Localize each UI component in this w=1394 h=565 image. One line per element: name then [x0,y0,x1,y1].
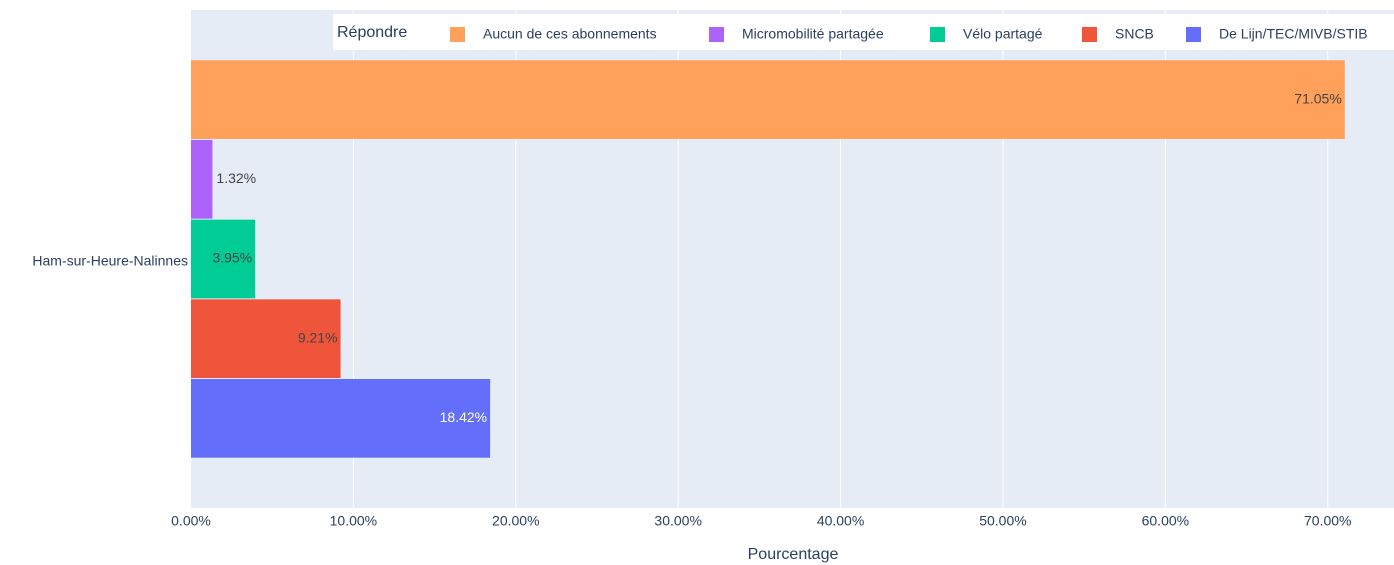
value-label: 71.05% [1294,90,1341,106]
legend-swatch [709,27,724,42]
x-tick-label: 50.00% [979,513,1026,529]
bar [191,60,1345,139]
bar [191,139,213,219]
x-tick-label: 40.00% [817,513,864,529]
y-tick-label: Ham-sur-Heure-Nalinnes [32,253,188,269]
legend: Répondre Aucun de ces abonnements Micromob… [333,14,1394,50]
x-tick-label: 30.00% [654,513,701,529]
x-tick-label: 70.00% [1304,513,1351,529]
value-label: 3.95% [212,250,252,266]
legend-swatch [450,27,465,42]
legend-swatch [930,27,945,42]
legend-swatch [1082,27,1097,42]
legend-label: SNCB [1115,26,1154,42]
bar [191,379,491,458]
value-label: 9.21% [298,329,338,345]
value-label: 18.42% [440,409,487,425]
legend-label: De Lijn/TEC/MIVB/STIB [1219,26,1368,42]
x-tick-label: 10.00% [330,513,377,529]
x-tick-label: 0.00% [171,513,211,529]
legend-label: Vélo partagé [963,26,1043,42]
legend-swatch [1186,27,1201,42]
x-tick-label: 20.00% [492,513,539,529]
legend-bg [333,14,1394,50]
x-axis-title: Pourcentage [748,546,839,563]
bar [191,219,256,299]
bar [191,299,341,379]
legend-label: Micromobilité partagée [742,26,884,42]
x-tick-label: 60.00% [1142,513,1189,529]
legend-title: Répondre [337,24,407,41]
value-label: 1.32% [216,170,256,186]
legend-label: Aucun de ces abonnements [483,26,657,42]
